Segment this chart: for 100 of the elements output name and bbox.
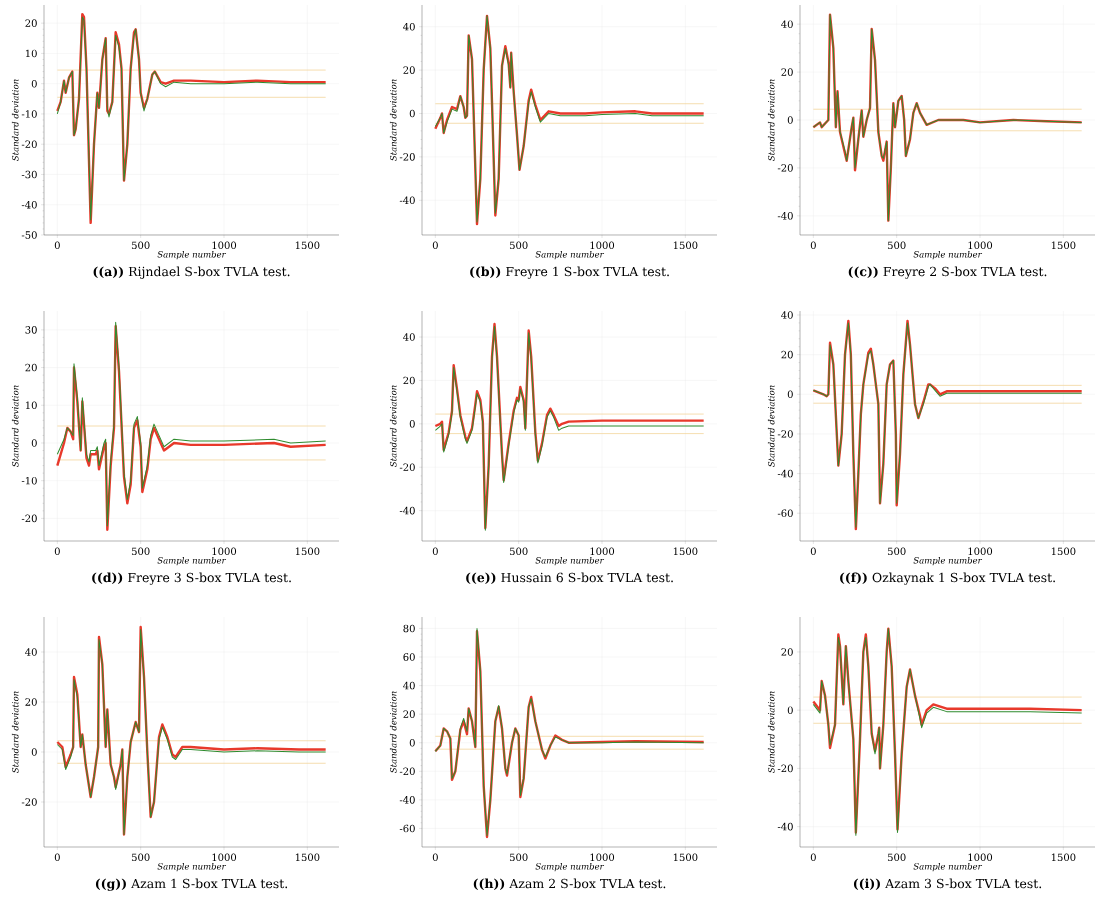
x-tick-label: 500	[509, 547, 528, 556]
y-tick-label: 20	[781, 350, 793, 359]
y-tick-label: 20	[403, 376, 415, 385]
y-tick-label: 0	[787, 706, 793, 714]
x-tick-label: 1500	[1051, 853, 1076, 862]
y-tick-label: -20	[21, 514, 37, 523]
x-tick-label: 1000	[968, 853, 993, 862]
x-tick-label: 500	[509, 853, 528, 862]
x-tick-label: 0	[810, 853, 816, 862]
y-tick-label: 20	[25, 19, 37, 27]
x-tick-label: 0	[54, 241, 60, 250]
x-tick-label: 0	[432, 241, 438, 250]
text: ((g)) Azam 1 S-box TVLA test.	[95, 878, 288, 891]
y-tick-label: -20	[777, 430, 793, 438]
x-axis-title: Sample number	[913, 862, 983, 872]
text: ((b)) Freyre 1 S-box TVLA test.	[470, 266, 669, 279]
x-tick-label: 1000	[590, 241, 615, 250]
x-tick-label: 500	[887, 547, 906, 556]
x-tick-label: 500	[131, 547, 150, 556]
x-tick-label: 1000	[968, 547, 993, 556]
y-tick-label: -40	[777, 469, 793, 478]
y-tick-label: 60	[403, 653, 415, 661]
y-tick-label: 10	[25, 49, 37, 58]
x-tick-label: 1500	[295, 853, 320, 862]
y-tick-label: -30	[21, 170, 37, 179]
x-tick-label: 1000	[212, 853, 237, 862]
x-axis-title: Sample number	[913, 556, 983, 566]
x-tick-label: 500	[887, 241, 906, 250]
x-tick-label: 1500	[1051, 241, 1076, 250]
x-tick-label: 500	[131, 241, 150, 250]
x-tick-label: 1500	[1051, 547, 1076, 556]
y-tick-label: -40	[399, 196, 415, 205]
y-tick-label: 20	[403, 710, 415, 718]
y-tick-label: 30	[25, 326, 37, 334]
y-tick-label: 20	[781, 68, 793, 76]
y-tick-label: 40	[25, 648, 37, 656]
y-tick-label: -40	[399, 506, 415, 515]
y-tick-label: -20	[777, 164, 793, 172]
y-tick-label: -10	[21, 110, 37, 118]
y-axis-title: Standard deviation	[11, 385, 19, 467]
x-tick-label: 0	[54, 853, 60, 862]
y-tick-label: -20	[399, 463, 415, 472]
x-tick-label: 500	[887, 853, 906, 862]
x-tick-label: 1500	[673, 853, 698, 862]
x-tick-label: 0	[432, 853, 438, 862]
text: ((c)) Freyre 2 S-box TVLA test.	[848, 266, 1047, 279]
y-tick-label: 40	[403, 681, 415, 690]
x-tick-label: 1000	[212, 547, 237, 556]
x-axis-title: Sample number	[535, 862, 605, 872]
x-tick-label: 1000	[968, 241, 993, 250]
text: ((d)) Freyre 3 S-box TVLA test.	[92, 572, 291, 585]
y-tick-label: -20	[399, 767, 415, 776]
y-tick-label: 0	[409, 420, 415, 428]
y-tick-label: -10	[21, 476, 37, 485]
y-tick-label: 40	[403, 22, 415, 31]
x-tick-label: 1500	[295, 547, 320, 556]
x-tick-label: 1000	[590, 853, 615, 862]
x-tick-label: 1500	[673, 241, 698, 250]
y-tick-label: -60	[777, 509, 793, 518]
y-tick-label: -40	[21, 200, 37, 209]
y-tick-label: 40	[781, 20, 793, 28]
x-tick-label: 0	[810, 241, 816, 250]
y-axis-title: Standard deviation	[11, 691, 19, 773]
x-tick-label: 500	[131, 853, 150, 862]
x-tick-label: 0	[432, 547, 438, 556]
y-tick-label: -50	[21, 231, 37, 239]
text: ((a)) Rijndael S-box TVLA test.	[93, 266, 290, 279]
y-tick-label: 0	[31, 439, 37, 447]
text: ((f)) Ozkaynak 1 S-box TVLA test.	[840, 572, 1055, 585]
x-tick-label: 0	[54, 547, 60, 556]
y-tick-label: -40	[399, 796, 415, 804]
y-tick-label: -40	[777, 822, 793, 831]
y-axis-title: Standard deviation	[389, 691, 397, 773]
y-axis-title: Standard deviation	[767, 385, 775, 467]
y-tick-label: 40	[403, 333, 415, 341]
x-axis-title: Sample number	[157, 862, 227, 872]
y-tick-label: -20	[21, 140, 37, 148]
y-tick-label: 40	[781, 311, 793, 319]
y-tick-label: 20	[403, 66, 415, 74]
y-tick-label: -40	[777, 212, 793, 220]
y-tick-label: 20	[25, 698, 37, 706]
x-axis-title: Sample number	[157, 250, 227, 260]
y-tick-label: 0	[31, 79, 37, 88]
y-axis-title: Standard deviation	[11, 79, 19, 161]
y-axis-title: Standard deviation	[767, 691, 775, 773]
x-tick-label: 1000	[590, 547, 615, 556]
x-tick-label: 1500	[673, 547, 698, 556]
x-axis-title: Sample number	[913, 250, 983, 260]
y-tick-label: 0	[409, 109, 415, 118]
text: ((i)) Azam 3 S-box TVLA test.	[853, 878, 1042, 890]
y-tick-label: 0	[31, 748, 37, 756]
y-axis-title: Standard deviation	[767, 79, 775, 161]
y-tick-label: -20	[21, 798, 37, 806]
x-tick-label: 1500	[295, 241, 320, 250]
y-axis-title: Standard deviation	[389, 385, 397, 467]
y-tick-label: 0	[409, 738, 415, 747]
x-axis-title: Sample number	[157, 556, 227, 566]
x-tick-label: 500	[509, 241, 528, 250]
text: ((e)) Hussain 6 S-box TVLA test.	[466, 572, 673, 584]
y-tick-label: 0	[787, 390, 793, 399]
